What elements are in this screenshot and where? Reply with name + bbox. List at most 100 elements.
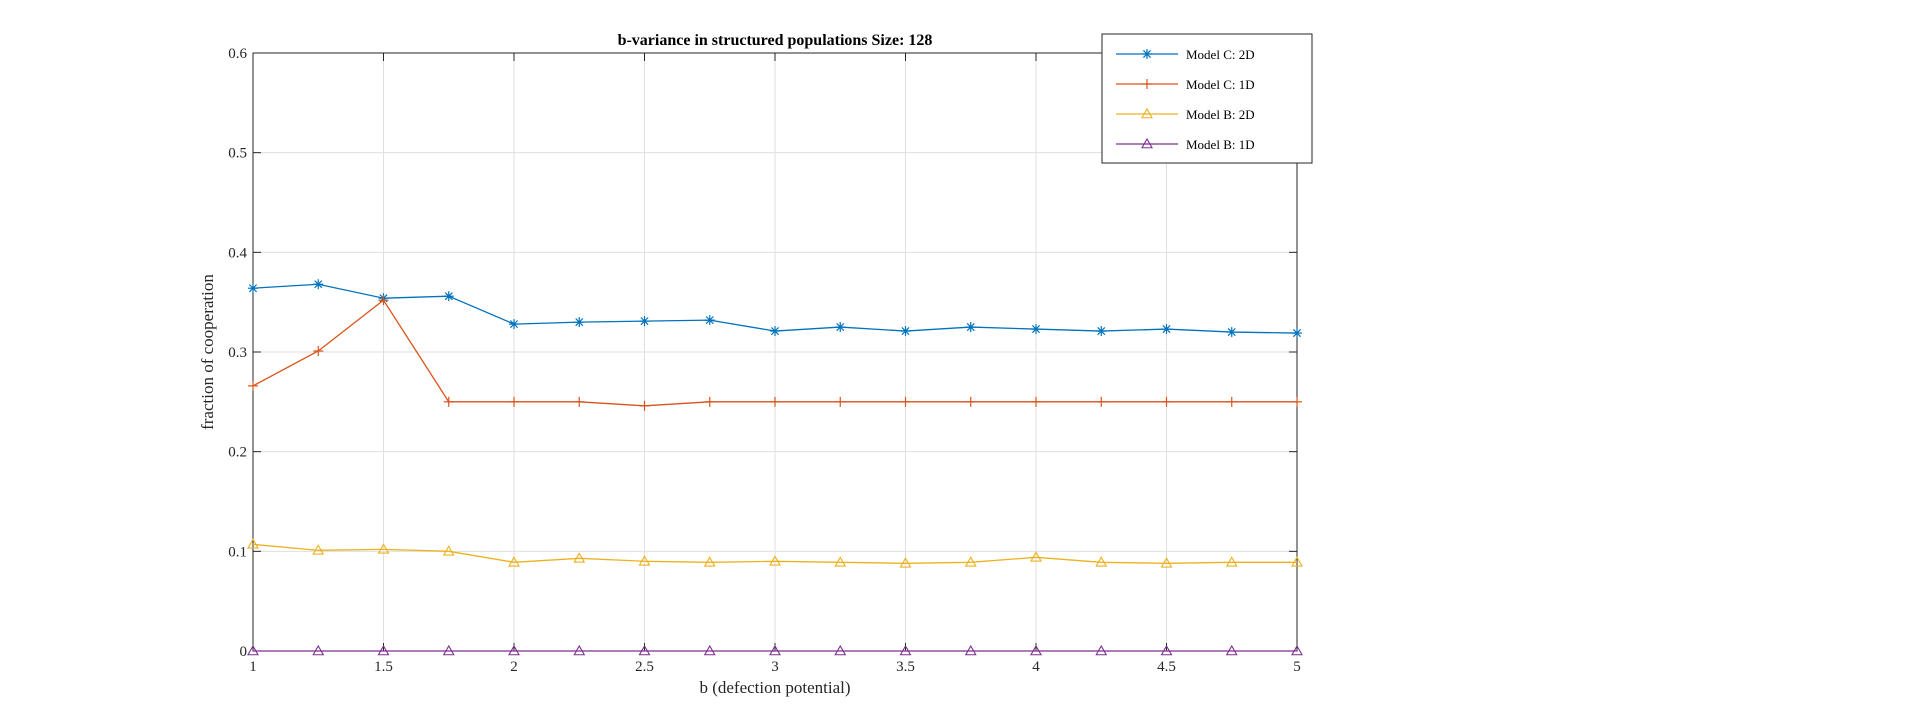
data-point	[703, 644, 716, 656]
data-point	[638, 555, 651, 566]
marker-stroke	[966, 323, 975, 332]
data-point	[834, 556, 847, 567]
legend-label: Model C: 2D	[1186, 47, 1255, 62]
legend-item: Model C: 2D	[1116, 47, 1255, 62]
data-point	[1096, 326, 1107, 337]
legend-item: Model B: 1D	[1116, 137, 1255, 152]
marker-stroke	[705, 316, 714, 325]
marker-stroke	[1162, 325, 1171, 334]
y-tick-label: 0	[240, 644, 248, 660]
data-point	[899, 557, 912, 568]
marker-stroke	[1227, 328, 1236, 337]
series-layer	[247, 279, 1303, 656]
legend: Model C: 2D Model C: 1D Model B: 2D Model B…	[1101, 33, 1313, 164]
data-point	[313, 346, 324, 357]
data-point	[508, 644, 520, 656]
data-point	[965, 396, 976, 407]
data-point	[378, 295, 389, 306]
x-tick-label: 3	[771, 659, 779, 675]
series-line	[252, 543, 1297, 564]
data-point	[573, 552, 586, 563]
data-point	[1030, 551, 1042, 562]
series-model-c-1d	[248, 295, 1302, 411]
marker-stroke	[901, 327, 910, 336]
data-point	[1291, 644, 1303, 656]
x-tick-label: 4	[1032, 659, 1040, 675]
data-point	[1292, 396, 1302, 407]
data-point	[1031, 324, 1041, 335]
x-tick-label: 2.5	[635, 659, 654, 675]
data-point	[248, 283, 258, 294]
axis-ticks: 1 1.5 2 2.5 3 3.5 4 4.5 5 0 0.1 0.2 0.3 0.4 0.5 0.6	[228, 46, 1301, 675]
x-tick-label: 5	[1293, 659, 1301, 675]
legend-marker	[1141, 107, 1153, 119]
data-point	[1292, 328, 1302, 339]
data-point	[443, 396, 454, 407]
marker-stroke	[1142, 49, 1152, 59]
data-point	[703, 556, 716, 567]
data-point	[964, 556, 977, 567]
x-axis-label: b (defection potential)	[699, 678, 850, 697]
data-point	[313, 279, 324, 290]
marker-stroke	[1292, 329, 1302, 338]
data-point	[1031, 396, 1041, 407]
x-tick-label: 3.5	[896, 659, 915, 675]
data-point	[834, 644, 847, 656]
data-point	[247, 538, 259, 549]
data-point	[574, 396, 585, 407]
legend-marker	[1142, 49, 1152, 59]
data-point	[377, 644, 390, 656]
data-point	[770, 326, 780, 337]
data-point	[1030, 644, 1042, 656]
legend-box	[1101, 33, 1313, 164]
data-point	[248, 380, 258, 391]
data-point	[1226, 327, 1237, 338]
marker-stroke	[640, 317, 649, 326]
data-point	[770, 396, 780, 407]
marker-stroke	[770, 327, 780, 336]
data-point	[573, 644, 586, 656]
data-point	[247, 644, 259, 656]
marker-stroke	[1097, 327, 1106, 336]
series-model-b-1d	[247, 644, 1303, 656]
legend-item: Model B: 2D	[1116, 107, 1255, 122]
grid	[253, 53, 1297, 651]
legend-marker	[1141, 137, 1153, 149]
data-point	[964, 644, 977, 656]
data-point	[443, 291, 454, 302]
data-point	[377, 543, 390, 554]
y-tick-label: 0.3	[228, 345, 247, 361]
legend-label: Model C: 1D	[1186, 77, 1255, 92]
data-point	[312, 644, 325, 656]
legend-label: Model B: 1D	[1186, 137, 1255, 152]
marker-stroke	[248, 284, 258, 293]
data-point	[835, 396, 846, 407]
y-tick-label: 0.2	[228, 445, 247, 461]
x-tick-label: 1	[249, 659, 257, 675]
legend-marker	[1142, 79, 1152, 89]
x-tick-label: 1.5	[374, 659, 393, 675]
marker-stroke	[314, 280, 323, 289]
marker-stroke	[509, 320, 519, 329]
data-point	[1160, 644, 1173, 656]
data-point	[900, 396, 911, 407]
data-point	[508, 556, 520, 567]
data-point	[1226, 396, 1237, 407]
marker-stroke	[444, 292, 453, 301]
data-point	[574, 317, 585, 328]
data-point	[1161, 396, 1172, 407]
data-point	[312, 544, 325, 555]
data-point	[769, 644, 781, 656]
legend-item: Model C: 1D	[1116, 77, 1255, 92]
data-point	[704, 396, 715, 407]
marker-stroke	[836, 323, 845, 332]
data-point	[769, 555, 781, 566]
data-point	[1096, 396, 1107, 407]
y-tick-label: 0.5	[228, 146, 247, 162]
data-point	[509, 319, 519, 330]
y-tick-label: 0.1	[228, 544, 247, 560]
data-point	[1291, 556, 1303, 567]
data-point	[1160, 557, 1173, 568]
data-point	[442, 644, 455, 656]
